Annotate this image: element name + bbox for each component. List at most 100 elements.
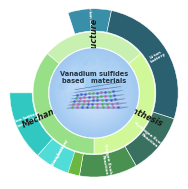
Circle shape [83, 62, 86, 66]
Text: Na/K-ion battery: Na/K-ion battery [46, 139, 69, 174]
Polygon shape [75, 82, 120, 90]
Circle shape [108, 75, 124, 91]
Text: Al-ion battery: Al-ion battery [12, 114, 43, 131]
Circle shape [86, 76, 102, 92]
Circle shape [96, 93, 109, 106]
Polygon shape [67, 107, 128, 108]
Text: Li-ion
battery: Li-ion battery [148, 48, 167, 64]
Wedge shape [10, 93, 53, 155]
Polygon shape [69, 99, 126, 102]
Wedge shape [33, 54, 94, 154]
Circle shape [60, 59, 128, 127]
Circle shape [75, 74, 113, 112]
Text: Oxygen Evolution
Reaction: Oxygen Evolution Reaction [99, 144, 114, 186]
Circle shape [105, 81, 109, 85]
Text: Zn-ion battery: Zn-ion battery [87, 3, 93, 37]
Circle shape [111, 78, 117, 84]
Circle shape [51, 50, 137, 136]
Text: Vanadium sulfides
based   materials: Vanadium sulfides based materials [60, 71, 128, 84]
Circle shape [102, 77, 111, 85]
Polygon shape [72, 91, 123, 96]
Circle shape [64, 70, 69, 75]
Circle shape [70, 69, 118, 117]
Text: Structure: Structure [89, 18, 99, 61]
Circle shape [76, 88, 87, 99]
Circle shape [55, 54, 133, 132]
Circle shape [96, 84, 109, 97]
Circle shape [88, 87, 100, 99]
Circle shape [94, 78, 108, 92]
Circle shape [92, 91, 96, 94]
Circle shape [58, 57, 130, 129]
Circle shape [95, 91, 103, 99]
Circle shape [82, 81, 106, 105]
Circle shape [90, 68, 108, 86]
Circle shape [64, 63, 124, 123]
Text: Hydrogen Evolution
Reaction: Hydrogen Evolution Reaction [130, 121, 171, 157]
Circle shape [77, 57, 88, 68]
Text: Mechanism: Mechanism [21, 101, 71, 130]
Circle shape [91, 82, 101, 92]
Circle shape [85, 79, 98, 93]
Circle shape [72, 70, 116, 115]
Circle shape [75, 96, 80, 101]
Polygon shape [71, 94, 124, 99]
Circle shape [90, 84, 109, 102]
Circle shape [49, 48, 139, 138]
Circle shape [76, 93, 89, 107]
Circle shape [71, 77, 80, 86]
Circle shape [85, 77, 101, 93]
Circle shape [85, 84, 103, 102]
Circle shape [102, 98, 111, 106]
Circle shape [93, 54, 110, 71]
Circle shape [109, 86, 126, 103]
Circle shape [59, 81, 68, 90]
Circle shape [52, 51, 136, 135]
Circle shape [88, 85, 92, 90]
Circle shape [58, 84, 65, 91]
Circle shape [91, 75, 97, 81]
Circle shape [89, 87, 96, 93]
Text: Supercapacitor: Supercapacitor [47, 140, 68, 173]
Circle shape [106, 80, 118, 91]
Wedge shape [10, 93, 47, 147]
Circle shape [80, 70, 98, 88]
Circle shape [89, 88, 99, 97]
Circle shape [88, 68, 99, 79]
Wedge shape [125, 112, 174, 166]
Circle shape [91, 90, 97, 96]
Circle shape [75, 67, 90, 82]
Circle shape [111, 83, 121, 93]
Circle shape [70, 87, 83, 101]
Circle shape [76, 75, 112, 111]
Wedge shape [79, 146, 136, 177]
Wedge shape [94, 54, 155, 154]
Circle shape [79, 78, 109, 108]
Circle shape [109, 96, 115, 102]
Circle shape [66, 65, 122, 121]
Circle shape [115, 78, 128, 91]
Circle shape [64, 92, 80, 108]
Circle shape [89, 97, 104, 112]
Circle shape [74, 85, 87, 98]
Circle shape [81, 79, 107, 106]
Circle shape [103, 67, 118, 82]
Circle shape [54, 53, 134, 133]
Wedge shape [107, 11, 178, 119]
Circle shape [111, 64, 115, 67]
Circle shape [112, 98, 118, 103]
Wedge shape [38, 139, 75, 173]
Circle shape [108, 93, 113, 98]
Circle shape [91, 81, 99, 90]
Polygon shape [73, 86, 121, 93]
Circle shape [106, 76, 117, 87]
Circle shape [86, 85, 102, 100]
Circle shape [84, 82, 104, 103]
Circle shape [78, 77, 110, 109]
Circle shape [99, 57, 111, 69]
Polygon shape [68, 103, 127, 105]
Circle shape [118, 86, 130, 98]
Circle shape [96, 74, 114, 92]
Circle shape [89, 74, 102, 87]
Circle shape [88, 93, 98, 103]
